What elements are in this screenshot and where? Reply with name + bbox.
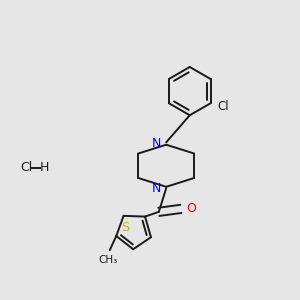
- Text: N: N: [152, 137, 161, 150]
- Text: S: S: [121, 221, 130, 234]
- Text: Cl: Cl: [217, 100, 229, 112]
- Text: H: H: [40, 161, 49, 174]
- Text: N: N: [152, 182, 161, 195]
- Text: O: O: [186, 202, 196, 215]
- Text: Cl: Cl: [20, 161, 32, 174]
- Text: CH₃: CH₃: [99, 255, 118, 265]
